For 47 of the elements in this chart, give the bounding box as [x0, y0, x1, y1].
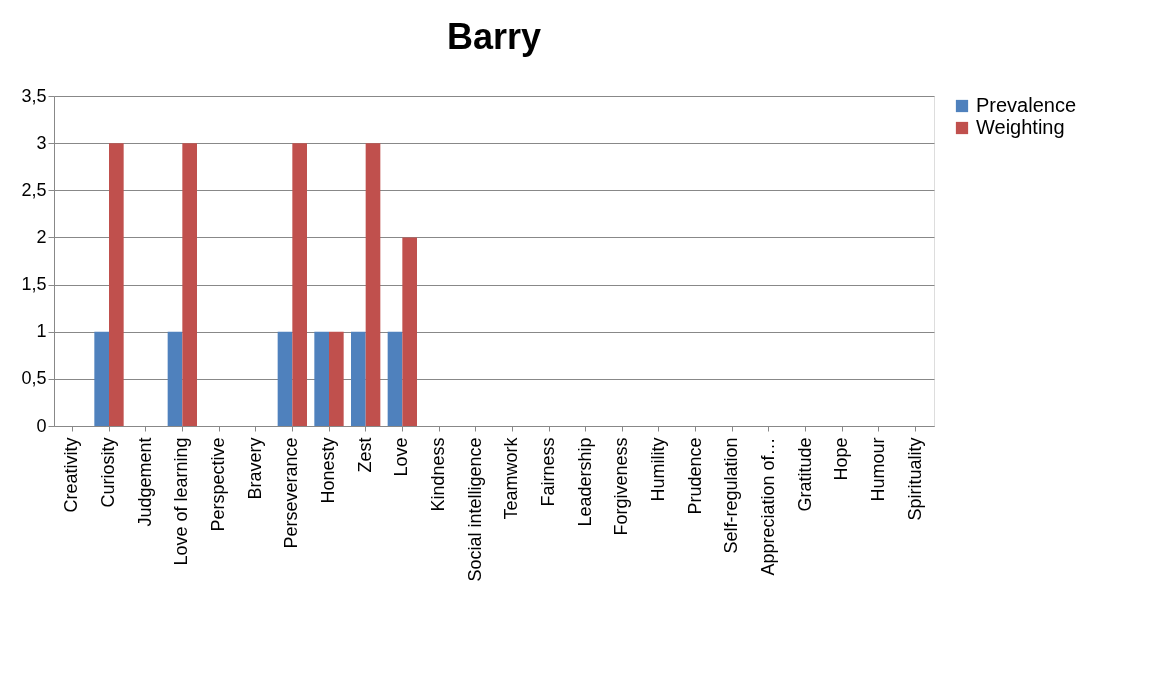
x-tick-label: Perspective: [208, 437, 228, 532]
legend-label: Prevalence: [976, 94, 1077, 116]
x-tick-label: Social intelligence: [464, 437, 485, 582]
chart-title: Barry: [446, 16, 542, 57]
x-tick-label: Leadership: [574, 437, 595, 527]
y-tick-label: 2: [36, 226, 47, 247]
bar: [167, 331, 183, 426]
x-tick-label: Self-regulation: [721, 437, 742, 554]
y-tick-label: 1: [36, 321, 47, 342]
bar: [277, 331, 293, 426]
bar: [329, 331, 344, 426]
x-tick-label: Humility: [648, 437, 668, 502]
x-tick-label: Forgiveness: [611, 437, 632, 536]
bar: [314, 331, 329, 426]
x-tick-label: Fairness: [538, 437, 558, 507]
x-tick-label: Curiosity: [98, 437, 118, 508]
bar: [292, 143, 307, 426]
x-tick-label: Bravery: [244, 437, 265, 500]
bar: [109, 143, 124, 426]
x-tick-label: Teamwork: [501, 436, 522, 520]
bar: [182, 143, 197, 426]
x-tick-label: Honesty: [318, 437, 338, 504]
x-tick-label: Humour: [868, 437, 888, 502]
y-tick-label: 3,5: [21, 85, 47, 106]
x-tick-label: Kindness: [428, 437, 448, 512]
y-tick-label: 0,5: [21, 368, 47, 389]
bar: [351, 331, 366, 426]
x-tick-label: Judgement: [134, 437, 155, 527]
y-tick-label: 2,5: [21, 179, 47, 200]
x-tick-label: Spirituality: [904, 437, 925, 521]
x-tick-label: Appreciation of…: [758, 437, 778, 576]
x-tick-label: Zest: [354, 437, 375, 473]
x-tick-label: Prudence: [684, 437, 705, 515]
bar: [94, 331, 109, 426]
bar: [387, 331, 403, 426]
legend-label: Weighting: [976, 116, 1065, 138]
x-tick-label: Love of learning: [171, 437, 192, 566]
x-tick-label: Gratitude: [794, 437, 815, 512]
x-tick-label: Perseverance: [281, 437, 302, 549]
x-tick-label: Creativity: [61, 437, 82, 513]
bar: [365, 143, 381, 426]
x-tick-label: Love: [391, 437, 412, 477]
y-tick-label: 0: [36, 415, 47, 436]
y-tick-label: 3: [36, 132, 47, 153]
y-tick-label: 1,5: [21, 274, 47, 295]
bar: [402, 237, 417, 426]
x-tick-label: Hope: [831, 437, 852, 481]
